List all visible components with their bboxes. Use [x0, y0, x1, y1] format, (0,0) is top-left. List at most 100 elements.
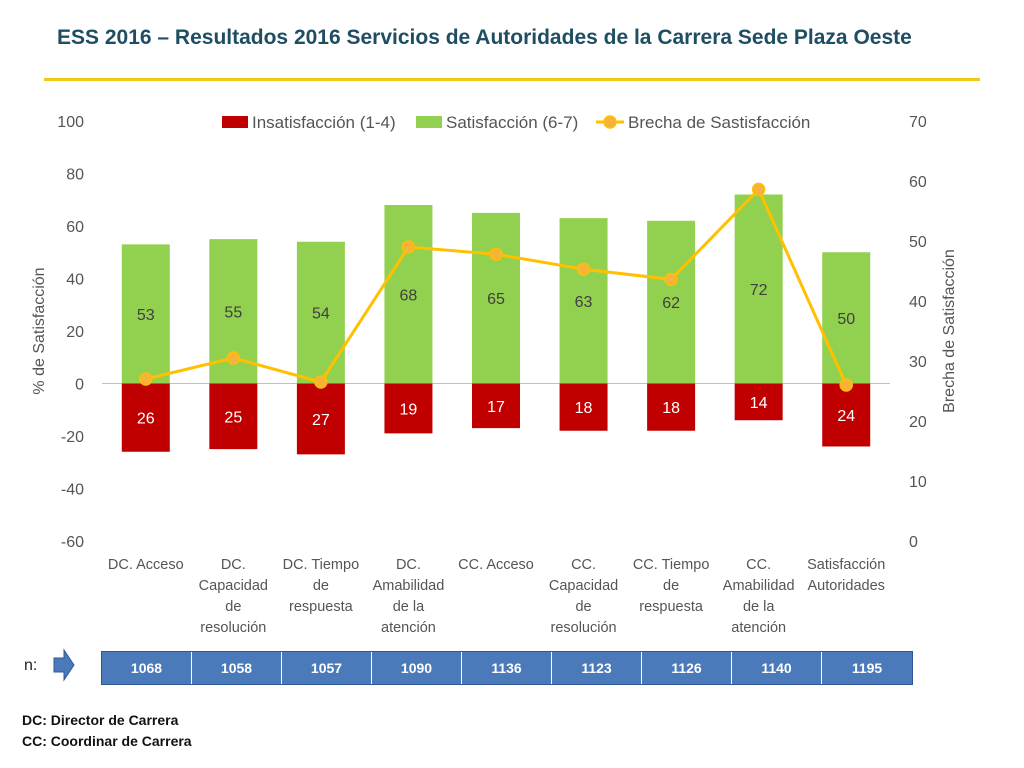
sample-size-row: 1068 1058 1057 1090 1136 1123 1126 1140 … [101, 651, 913, 685]
x-tick-label: de [225, 599, 241, 615]
bar-insatisfaccion [296, 383, 345, 455]
bar-satisfaccion [822, 252, 871, 384]
data-label-insatisfaccion: 27 [312, 412, 330, 429]
point-brecha [751, 182, 766, 197]
page-title: ESS 2016 – Resultados 2016 Servicios de … [57, 26, 912, 49]
sample-size-cell: 1057 [282, 652, 372, 684]
bar-insatisfaccion [734, 383, 783, 421]
x-tick-label: DC. [396, 557, 421, 573]
legend-label-satisfaccion: Satisfacción (6-7) [446, 113, 578, 132]
legend-swatch-brecha-marker [603, 115, 617, 129]
bar-insatisfaccion [121, 383, 170, 452]
point-brecha [489, 247, 503, 261]
bar-insatisfaccion [559, 383, 608, 431]
x-tick-label: respuesta [639, 599, 704, 615]
sample-size-cell: 1068 [102, 652, 192, 684]
data-label-satisfaccion: 63 [575, 294, 593, 311]
footnote-cc: CC: Coordinar de Carrera [22, 733, 192, 749]
bar-satisfaccion [384, 205, 433, 384]
x-tick-label: de [313, 578, 329, 594]
sample-size-cell: 1136 [462, 652, 552, 684]
y2-axis-title: Brecha de Satisfacción [941, 249, 958, 413]
x-tick-label: Amabilidad [373, 578, 445, 594]
y2-tick-label: 60 [909, 174, 927, 191]
x-tick-label: resolución [551, 620, 617, 636]
bar-insatisfaccion [384, 383, 433, 434]
x-tick-label: DC. Tiempo [283, 557, 360, 573]
sample-size-label: n: [24, 657, 38, 674]
data-label-satisfaccion: 62 [662, 295, 680, 312]
bar-satisfaccion [121, 244, 170, 384]
legend-label-brecha: Brecha de Sastisfacción [628, 113, 810, 132]
x-tick-label: de la [393, 599, 425, 615]
x-tick-label: atención [381, 620, 436, 636]
y-axis-title: % de Satisfacción [31, 267, 48, 394]
y-tick-label: 60 [66, 219, 84, 236]
bar-insatisfaccion [647, 383, 696, 431]
data-label-satisfaccion: 68 [400, 287, 418, 304]
sample-size-cell: 1195 [822, 652, 912, 684]
legend-swatch-insatisfaccion [222, 116, 248, 128]
data-label-satisfaccion: 53 [137, 307, 155, 324]
data-label-insatisfaccion: 25 [224, 409, 242, 426]
legend-label-insatisfaccion: Insatisfacción (1-4) [252, 113, 396, 132]
sample-size-cell: 1126 [642, 652, 732, 684]
y-tick-label: -20 [61, 429, 84, 446]
x-tick-label: CC. [746, 557, 771, 573]
data-label-satisfaccion: 72 [750, 282, 768, 299]
sample-size-cell: 1058 [192, 652, 282, 684]
sample-size-cell: 1090 [372, 652, 462, 684]
data-label-satisfaccion: 65 [487, 291, 505, 308]
y-tick-label: 0 [75, 377, 84, 394]
point-brecha [664, 272, 678, 287]
point-brecha [314, 375, 328, 389]
bar-satisfaccion [647, 220, 696, 384]
y-tick-label: 40 [66, 272, 84, 289]
footnote-dc: DC: Director de Carrera [22, 712, 179, 728]
data-label-insatisfaccion: 17 [487, 399, 505, 416]
y-tick-label: -60 [61, 534, 84, 551]
x-tick-label: atención [731, 620, 786, 636]
point-brecha [839, 378, 853, 392]
point-brecha [139, 372, 153, 386]
x-tick-label: Satisfacción [807, 557, 885, 573]
y-tick-label: -40 [61, 482, 84, 499]
y2-tick-label: 50 [909, 234, 927, 251]
x-tick-label: resolución [200, 620, 266, 636]
legend-swatch-satisfaccion [416, 116, 442, 128]
y-tick-label: 80 [66, 167, 84, 184]
data-label-insatisfaccion: 19 [400, 401, 418, 418]
x-tick-label: DC. [221, 557, 246, 573]
x-tick-label: CC. Acceso [458, 557, 534, 573]
x-tick-label: Capacidad [199, 578, 268, 594]
x-tick-label: CC. [571, 557, 596, 573]
x-tick-label: Autoridades [808, 578, 885, 594]
data-label-insatisfaccion: 24 [837, 408, 855, 425]
y2-tick-label: 20 [909, 414, 927, 431]
y2-tick-label: 0 [909, 534, 918, 551]
data-label-insatisfaccion: 14 [750, 395, 768, 412]
x-tick-label: DC. Acceso [108, 557, 184, 573]
sample-size-cell: 1123 [552, 652, 642, 684]
data-label-insatisfaccion: 18 [575, 400, 593, 417]
y-tick-label: 20 [66, 324, 84, 341]
data-label-satisfaccion: 55 [224, 304, 242, 321]
data-label-satisfaccion: 50 [837, 311, 855, 328]
x-tick-label: Capacidad [549, 578, 618, 594]
bar-insatisfaccion [472, 383, 520, 429]
title-divider [44, 78, 980, 81]
y2-tick-label: 40 [909, 294, 927, 311]
bar-satisfaccion [472, 212, 520, 384]
x-tick-label: CC. Tiempo [633, 557, 710, 573]
bar-insatisfaccion [209, 383, 258, 450]
x-tick-label: de la [743, 599, 775, 615]
y-tick-label: 100 [57, 114, 84, 131]
data-label-insatisfaccion: 18 [662, 400, 680, 417]
data-label-satisfaccion: 54 [312, 306, 330, 323]
y2-tick-label: 30 [909, 354, 927, 371]
y2-tick-label: 70 [909, 114, 927, 131]
bar-insatisfaccion [822, 383, 871, 447]
x-tick-label: Amabilidad [723, 578, 795, 594]
